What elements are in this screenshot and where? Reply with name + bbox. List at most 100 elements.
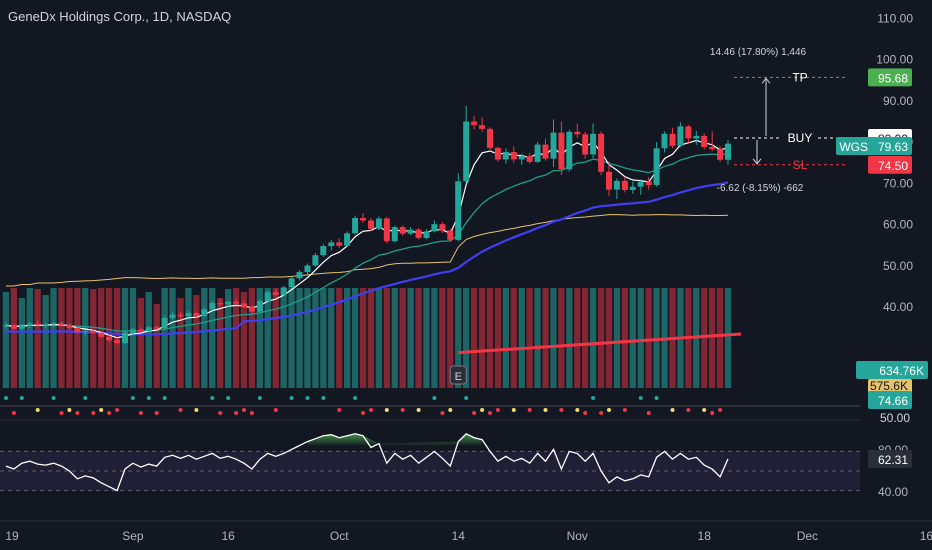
rsi-badge: 62.31 [878,453,908,467]
volume-bar [503,288,509,388]
candle-body [685,126,691,138]
volume-bar [415,288,421,388]
candle-body [122,333,128,343]
volume-bar [217,298,223,388]
price-tick-label: 100.00 [876,53,913,67]
candle-body [336,242,342,245]
signal-dot [83,396,87,400]
volume-bar [193,295,199,388]
volume-bar [130,288,136,388]
signal-dot [163,396,167,400]
volume-ma-line [6,215,728,286]
signal-dot [131,396,135,400]
volume-bar [201,288,207,388]
signal-dot [60,411,64,415]
candle-body [352,218,358,233]
candle-body [209,303,215,309]
price-tick-label: 60.00 [883,218,913,232]
volume-bar [495,288,501,388]
candle-body [590,134,596,155]
signal-dot [306,396,310,400]
volume-bar [646,288,652,388]
volume-bar [376,288,382,388]
candle-body [138,330,144,332]
sl-badge: 74.50 [878,159,908,173]
volume-bar [304,288,310,388]
signal-dot [718,408,722,412]
candle-body [305,266,311,273]
volume-bar [590,288,596,388]
signal-dot [218,411,222,415]
candle-body [106,337,112,340]
candle-body [582,134,588,154]
volume-bar [392,288,398,388]
candle-body [320,246,326,255]
tp-badge: 95.68 [878,71,908,85]
signal-dot [274,408,278,412]
signal-dot [147,396,151,400]
time-tick-label: 16 [920,529,932,543]
tp-label: TP [792,70,807,84]
volume-bar [281,288,287,388]
volume-badge: 634.76K [879,364,924,378]
time-tick-label: 14 [452,529,466,543]
volume-bar [320,288,326,388]
signal-dot [671,408,675,412]
volume-bar [162,288,168,388]
volume-bar [519,288,525,388]
candle-body [11,325,17,328]
candle-body [74,328,80,333]
signal-dot [75,411,79,415]
time-tick-label: 19 [5,529,19,543]
signal-dot [702,408,706,412]
signal-dot [210,396,214,400]
price-tick-label: 70.00 [883,176,913,190]
volume-bar [606,288,612,388]
volume-bar [368,288,374,388]
volume-bar [550,288,556,388]
candle-body [535,145,541,162]
candle-body [447,230,453,240]
profit-text: 14.46 (17.80%) 1,446 [710,47,807,58]
volume-bar [58,288,64,388]
candle-body [519,156,525,159]
last-price-badge: 79.63 [878,140,908,154]
candle-body [376,219,382,229]
candle-body [162,318,168,328]
volume-bar [558,288,564,388]
volume-bar [19,298,25,388]
candle-body [463,122,469,182]
signal-dot [639,396,643,400]
volume-bar [542,288,548,388]
volume-bar [709,288,715,388]
candle-body [598,134,604,172]
candle-body [384,219,390,242]
symbol-badge: WGS [839,140,868,154]
volume-bar [296,288,302,388]
candle-body [82,331,88,332]
candle-body [201,309,207,316]
volume-ma-badge: 575.6K [870,379,908,393]
candle-body [654,148,660,185]
dots-badge: 74.66 [878,394,908,408]
signal-dot [528,408,532,412]
signal-dot [607,408,611,412]
signal-dot [12,411,16,415]
volume-bar [439,288,445,388]
candle-body [43,325,49,326]
price-tick-label: 110.00 [877,11,913,25]
candle-body [193,313,199,316]
signal-dot [369,408,373,412]
signal-dot [226,396,230,400]
signal-dot [107,411,111,415]
candle-body [297,272,303,278]
signal-dot [488,411,492,415]
volume-bar [249,288,255,388]
signal-dot [583,411,587,415]
signal-dot [591,396,595,400]
signal-dot [250,411,254,415]
buy-label: BUY [788,131,813,145]
candle-body [677,126,683,145]
volume-bar [66,288,72,388]
